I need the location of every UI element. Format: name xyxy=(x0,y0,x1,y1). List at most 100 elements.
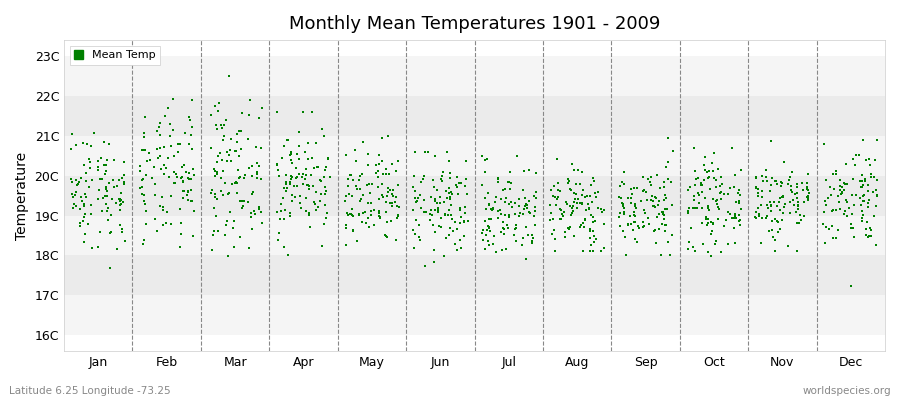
Point xyxy=(580,201,595,208)
Point xyxy=(612,194,626,200)
Point xyxy=(174,220,188,226)
Point xyxy=(346,213,360,219)
Point xyxy=(688,182,702,188)
Point xyxy=(208,168,222,174)
Point xyxy=(764,218,778,224)
Point xyxy=(513,210,527,216)
Point xyxy=(764,207,778,214)
Point xyxy=(184,198,199,204)
Point xyxy=(660,206,674,212)
Point xyxy=(567,190,581,196)
Point xyxy=(454,214,468,220)
Point xyxy=(620,222,634,228)
Point xyxy=(706,168,720,174)
Point xyxy=(450,226,464,232)
Point xyxy=(276,185,291,191)
Point xyxy=(87,130,102,136)
Point xyxy=(774,179,788,186)
Point xyxy=(626,185,641,192)
Point xyxy=(859,156,873,163)
Point xyxy=(680,208,695,214)
Point xyxy=(210,196,224,202)
Point xyxy=(762,187,777,194)
Point xyxy=(727,172,742,178)
Point xyxy=(819,202,833,208)
Point xyxy=(860,234,875,240)
Point xyxy=(519,224,534,231)
Point xyxy=(374,158,389,165)
Point xyxy=(523,210,537,216)
Point xyxy=(391,181,405,188)
Point xyxy=(578,217,592,223)
Point xyxy=(159,209,174,215)
Point xyxy=(148,192,162,198)
Point xyxy=(475,230,490,236)
Point xyxy=(255,176,269,182)
Point xyxy=(107,184,122,190)
Point xyxy=(483,206,498,212)
Point xyxy=(711,204,725,210)
Point xyxy=(644,197,658,203)
Point xyxy=(234,110,248,116)
Point xyxy=(647,228,662,234)
Point xyxy=(627,200,642,207)
Point xyxy=(236,203,250,209)
Point xyxy=(436,169,450,175)
Point xyxy=(683,225,698,231)
Point xyxy=(74,175,88,182)
Point xyxy=(86,177,100,183)
Point xyxy=(528,170,543,176)
Point xyxy=(794,216,808,223)
Point xyxy=(98,171,112,178)
Point xyxy=(434,223,448,230)
Point xyxy=(847,233,861,240)
Point xyxy=(844,210,859,217)
Point xyxy=(777,159,791,165)
Point xyxy=(498,198,512,205)
Point xyxy=(157,207,171,213)
Point xyxy=(861,200,876,206)
Point xyxy=(646,203,661,210)
Point xyxy=(525,232,539,238)
Point xyxy=(688,144,702,151)
Point xyxy=(852,178,867,184)
Point xyxy=(632,225,646,232)
Point xyxy=(516,234,530,241)
Point xyxy=(578,194,592,200)
Point xyxy=(869,136,884,143)
Point xyxy=(224,180,238,187)
Point xyxy=(285,192,300,198)
Point xyxy=(166,169,181,175)
Point xyxy=(783,174,797,180)
Point xyxy=(855,178,869,184)
Point xyxy=(527,204,542,210)
Point xyxy=(482,242,496,248)
Point xyxy=(443,170,457,177)
Point xyxy=(372,196,386,202)
Point xyxy=(854,215,868,222)
Point xyxy=(721,209,735,216)
Point xyxy=(251,115,266,121)
Point xyxy=(749,184,763,191)
Point xyxy=(235,198,249,204)
Point xyxy=(166,180,181,186)
Point xyxy=(428,196,442,202)
Point xyxy=(151,124,166,130)
Point xyxy=(293,205,308,211)
Point xyxy=(246,189,260,195)
Point xyxy=(645,198,660,204)
Point xyxy=(444,188,458,195)
Point xyxy=(860,219,875,226)
Point xyxy=(91,244,105,250)
Point xyxy=(251,204,266,211)
Point xyxy=(567,232,581,239)
Point xyxy=(243,96,257,103)
Point xyxy=(549,202,563,208)
Point xyxy=(734,167,748,174)
Point xyxy=(846,156,860,162)
Point xyxy=(234,146,248,152)
Point xyxy=(838,208,852,214)
Point xyxy=(174,231,188,238)
Point xyxy=(854,202,868,208)
Point xyxy=(576,248,590,255)
